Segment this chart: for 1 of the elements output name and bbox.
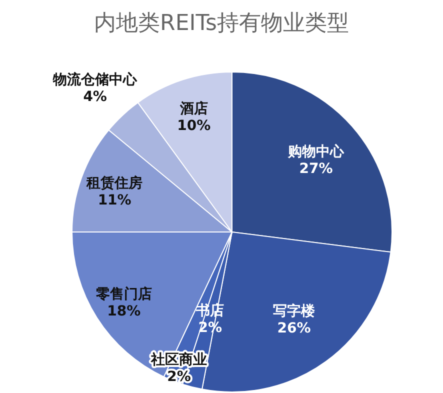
title: 内地类REITs持有物业类型	[94, 11, 349, 36]
